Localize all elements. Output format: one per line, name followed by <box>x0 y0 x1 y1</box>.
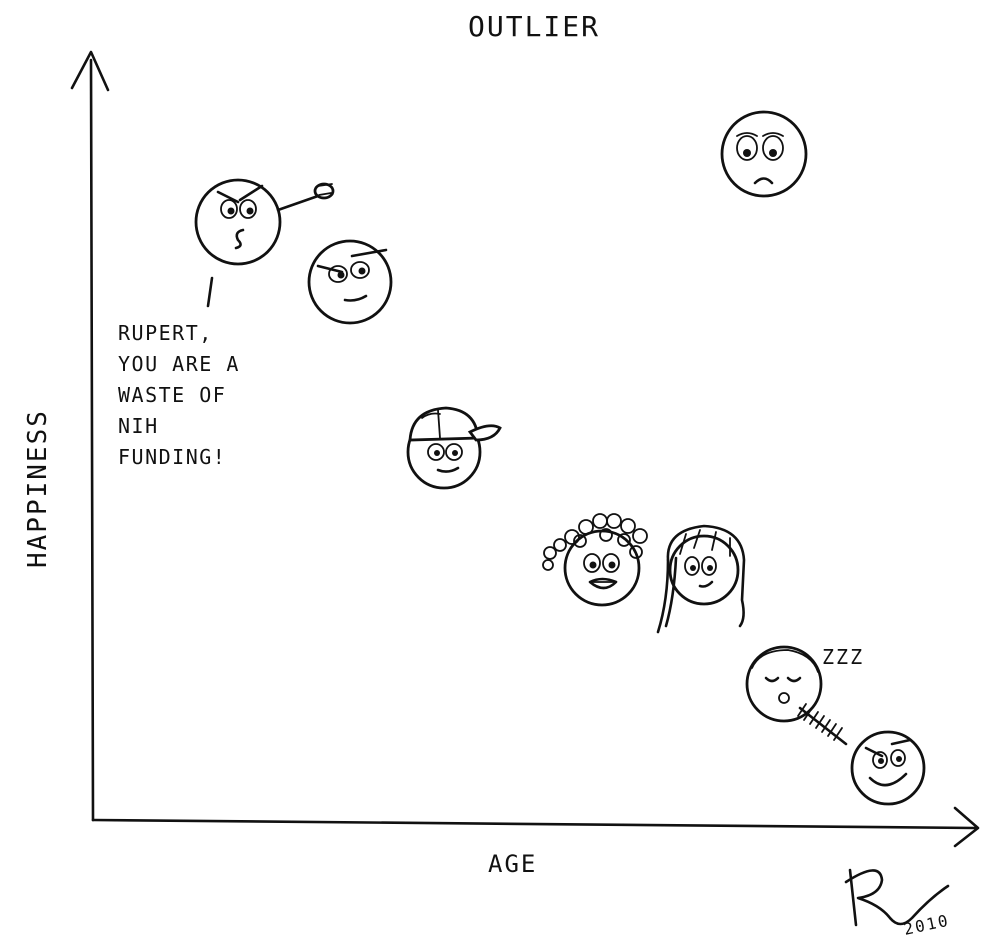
speech-line: NIH <box>118 414 159 438</box>
rupert-face <box>307 239 393 325</box>
speech-line: RUPERT, <box>118 321 213 345</box>
outlier-label: OUTLIER <box>468 10 600 43</box>
outlier-face <box>720 110 808 198</box>
connecting-spring <box>797 703 848 746</box>
artist-signature: 2010 <box>844 868 951 939</box>
speech-note: RUPERT, YOU ARE A WASTE OF NIH FUNDING! <box>118 318 328 473</box>
x-axis-line <box>91 806 980 848</box>
cap-face <box>406 406 502 490</box>
speech-line: YOU ARE A <box>118 352 240 376</box>
sleeping-face: ZZZ <box>745 645 864 723</box>
long-hair-face <box>656 524 746 634</box>
angry-pointing-face <box>194 178 335 308</box>
x-axis-label: AGE <box>488 850 537 878</box>
snore-text: ZZZ <box>822 645 864 669</box>
speech-line: FUNDING! <box>118 445 227 469</box>
y-axis-line <box>70 50 110 822</box>
y-axis-label: HAPPINESS <box>23 409 53 568</box>
signature-year: 2010 <box>902 911 951 939</box>
curly-hair-face <box>542 513 648 607</box>
speech-line: WASTE OF <box>118 383 227 407</box>
grinning-face <box>850 730 926 806</box>
